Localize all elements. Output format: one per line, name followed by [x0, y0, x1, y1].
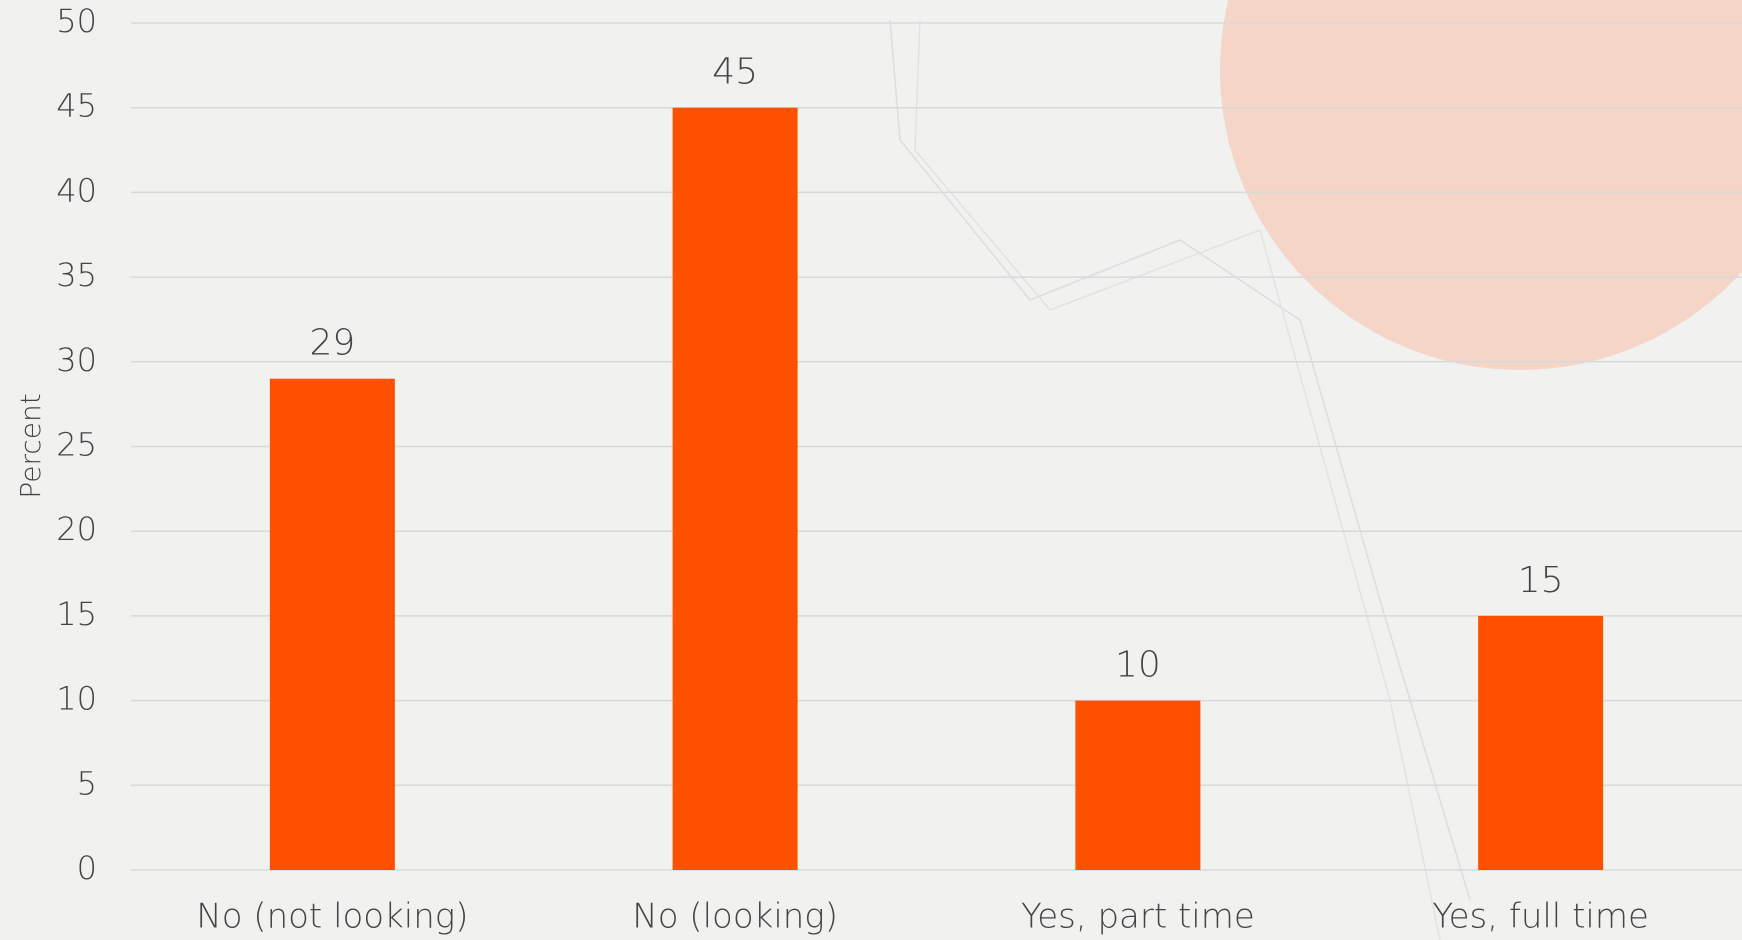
data-label: 29	[309, 323, 355, 364]
y-tick-label: 15	[56, 595, 97, 633]
y-tick-label: 45	[56, 87, 97, 125]
y-tick-label: 40	[56, 171, 97, 209]
decoration	[914, 19, 1441, 940]
x-tick-label: Yes, full time	[1432, 897, 1649, 937]
bar	[672, 107, 798, 870]
bar	[1075, 700, 1201, 870]
data-label: 45	[712, 52, 758, 93]
x-tick-label: No (not looking)	[196, 897, 468, 937]
x-tick-label: Yes, part time	[1021, 897, 1255, 937]
y-tick-label: 20	[56, 510, 97, 548]
y-axis-label: Percent	[14, 393, 47, 498]
y-tick-label: 5	[77, 764, 97, 802]
bar	[1478, 615, 1604, 870]
y-tick-label: 30	[56, 341, 97, 379]
data-label: 10	[1115, 645, 1161, 686]
y-tick-label: 0	[77, 849, 97, 887]
y-tick-label: 10	[56, 680, 97, 718]
x-tick-label: No (looking)	[632, 897, 838, 937]
data-label: 15	[1518, 560, 1564, 601]
y-tick-label: 25	[56, 426, 97, 464]
bar	[269, 378, 395, 870]
y-tick-label: 50	[56, 2, 97, 40]
y-tick-label: 35	[56, 256, 97, 294]
decoration	[889, 19, 1471, 901]
